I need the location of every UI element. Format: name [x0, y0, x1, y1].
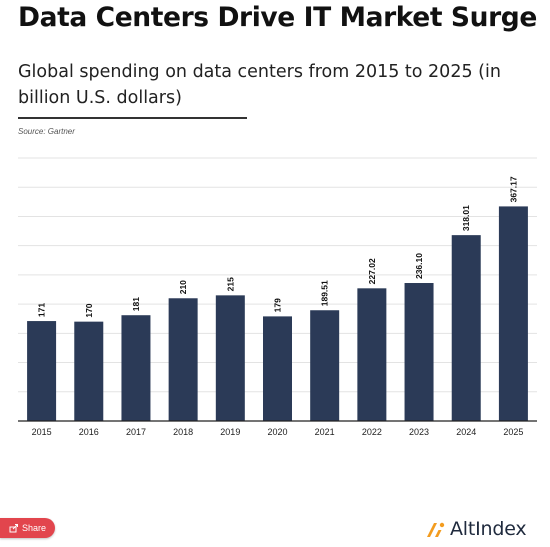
bar-2025 — [498, 206, 528, 421]
brand: AltIndex — [424, 516, 527, 542]
x-axis: 2015 2016 2017 2018 2019 2020 2021 2022 2023 2024… — [18, 420, 537, 437]
bar-2015 — [27, 321, 57, 421]
x-tick-label-2015: 2015 — [32, 427, 52, 437]
bar-2018 — [168, 298, 198, 421]
x-tick-label-2025: 2025 — [503, 427, 523, 437]
bars — [27, 206, 528, 421]
bar-2023 — [404, 283, 434, 421]
source-note: Source: Gartner — [18, 127, 75, 136]
share-button[interactable]: Share — [0, 518, 55, 538]
chart-title: Data Centers Drive IT Market Surge — [18, 2, 537, 33]
value-label-2018: 210 — [178, 280, 188, 294]
value-label-2016: 170 — [84, 303, 94, 317]
bar-2019 — [215, 295, 245, 421]
x-tick-label-2023: 2023 — [409, 427, 429, 437]
bar-2022 — [357, 288, 387, 421]
bar-2021 — [310, 310, 340, 421]
value-label-2025: 367.17 — [508, 176, 518, 202]
gridlines — [18, 157, 537, 422]
x-tick-label-2017: 2017 — [126, 427, 146, 437]
value-label-2017: 181 — [131, 297, 141, 311]
value-label-2024: 318.01 — [461, 205, 471, 231]
x-tick-label-2020: 2020 — [267, 427, 287, 437]
bar-2024 — [451, 235, 481, 421]
value-labels: 171 170 181 210 215 179 189.51 227.02 236.10 318.… — [37, 176, 519, 318]
chart-subtitle: Global spending on data centers from 201… — [18, 62, 501, 108]
share-label: Share — [21, 523, 47, 533]
value-label-2019: 215 — [225, 277, 235, 291]
header-divider — [18, 117, 247, 119]
brand-name: AltIndex — [450, 518, 527, 540]
altindex-logo-icon — [427, 522, 445, 537]
x-tick-label-2016: 2016 — [79, 427, 99, 437]
bar-2016 — [74, 321, 104, 421]
share-icon — [9, 524, 18, 533]
value-label-2015: 171 — [37, 303, 47, 317]
value-label-2022: 227.02 — [367, 258, 377, 284]
bar-2020 — [263, 316, 292, 421]
bar-2017 — [121, 315, 151, 421]
x-tick-label-2018: 2018 — [173, 427, 193, 437]
x-tick-label-2024: 2024 — [456, 427, 476, 437]
value-label-2020: 179 — [273, 298, 283, 312]
x-tick-label-2019: 2019 — [220, 427, 240, 437]
x-tick-label-2021: 2021 — [315, 427, 335, 437]
value-label-2021: 189.51 — [320, 280, 330, 306]
value-label-2023: 236.10 — [414, 253, 424, 279]
x-tick-label-2022: 2022 — [362, 427, 382, 437]
